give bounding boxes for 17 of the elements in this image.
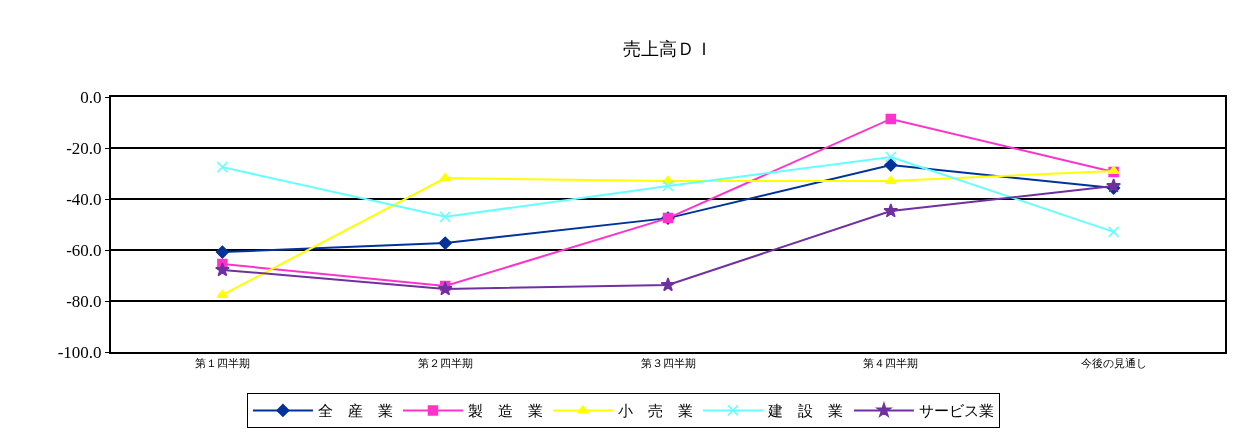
legend-label: 小 売 業 — [617, 403, 693, 420]
legend-label: 全 産 業 — [317, 403, 393, 420]
x-tick-label: 第１四半期 — [194, 357, 250, 370]
x-tick-label: 今後の見通し — [1080, 357, 1147, 370]
y-tick-label: 0.0 — [80, 87, 102, 107]
legend-label: サービス業 — [918, 403, 994, 420]
y-tick-label: -60.0 — [66, 240, 102, 260]
x-tick-label: 第２四半期 — [417, 357, 473, 370]
legend-label: 建 設 業 — [766, 403, 843, 420]
y-tick-label: -20.0 — [66, 138, 102, 158]
chart-title: 売上高ＤＩ — [623, 39, 713, 60]
legend-label: 製 造 業 — [467, 403, 543, 420]
y-tick-label: -80.0 — [66, 291, 102, 311]
y-tick-label: -40.0 — [66, 189, 102, 209]
x-tick-label: 第４四半期 — [863, 357, 919, 370]
y-tick-label: -100.0 — [57, 342, 102, 362]
x-tick-label: 第３四半期 — [640, 357, 696, 370]
